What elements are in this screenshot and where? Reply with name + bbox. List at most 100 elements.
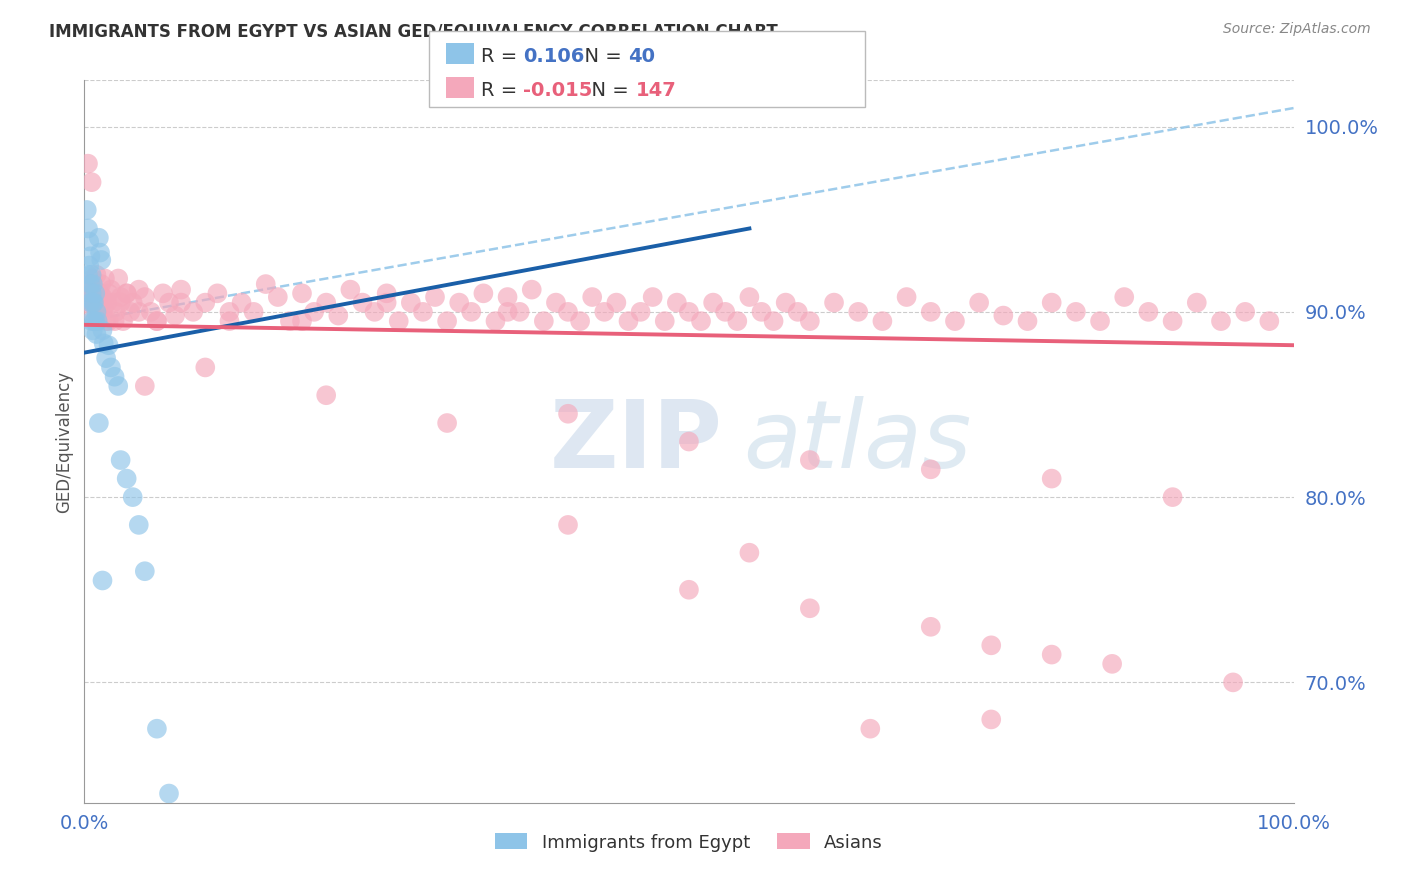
Point [496,290,519,304]
Text: 0.106: 0.106 [523,47,585,66]
Point [77,268,100,282]
Point [146,722,169,736]
Point [194,360,217,375]
Point [80,314,103,328]
Point [80,175,103,189]
Point [375,295,398,310]
Point [399,295,422,310]
Point [569,314,592,328]
Point [82,295,104,310]
Point [315,388,337,402]
Point [328,309,350,323]
Point [449,295,471,310]
Point [77,283,100,297]
Point [79,249,101,263]
Point [702,295,724,310]
Point [799,453,821,467]
Point [86,305,108,319]
Point [423,290,446,304]
Text: N =: N = [572,47,628,66]
Point [412,305,434,319]
Point [509,305,531,319]
Point [86,314,108,328]
Point [291,314,314,328]
Point [77,235,100,249]
Point [157,787,180,801]
Point [605,295,627,310]
Point [134,379,156,393]
Point [112,314,135,328]
Point [86,268,108,282]
Point [641,290,664,304]
Point [593,305,616,319]
Point [103,295,125,310]
Point [993,309,1015,323]
Text: N =: N = [579,81,636,100]
Point [87,231,110,245]
Point [91,323,114,337]
Point [115,472,138,486]
Point [96,295,118,310]
Point [80,286,103,301]
Point [1185,295,1208,310]
Point [76,202,98,217]
Point [110,290,132,304]
Point [254,277,277,291]
Point [1088,314,1111,328]
Point [1137,305,1160,319]
Point [86,314,108,328]
Point [520,283,543,297]
Point [799,601,821,615]
Point [100,283,122,297]
Point [1258,314,1281,328]
Point [980,713,1002,727]
Point [1040,295,1063,310]
Point [1222,675,1244,690]
Point [87,290,110,304]
Point [242,305,264,319]
Point [472,286,495,301]
Point [291,286,314,301]
Point [363,305,385,319]
Point [799,314,821,328]
Point [231,295,253,310]
Point [90,277,112,291]
Point [1040,472,1063,486]
Point [943,314,966,328]
Point [170,295,193,310]
Point [557,407,579,421]
Point [1209,314,1232,328]
Point [134,564,156,578]
Point [97,314,120,328]
Point [678,582,700,597]
Point [714,305,737,319]
Point [77,259,100,273]
Point [823,295,845,310]
Point [630,305,652,319]
Point [83,295,105,310]
Point [86,295,108,310]
Point [97,338,120,352]
Point [690,314,713,328]
Point [80,305,103,319]
Point [93,336,115,351]
Point [152,286,174,301]
Point [207,286,229,301]
Point [80,268,103,282]
Point [83,314,105,328]
Point [436,314,458,328]
Point [544,295,567,310]
Point [170,283,193,297]
Point [920,305,942,319]
Point [920,620,942,634]
Point [86,327,108,342]
Text: R =: R = [481,81,523,100]
Point [107,271,129,285]
Point [665,295,688,310]
Point [1114,290,1136,304]
Point [872,314,894,328]
Point [89,286,111,301]
Point [93,301,115,315]
Point [100,360,122,375]
Point [1234,305,1257,319]
